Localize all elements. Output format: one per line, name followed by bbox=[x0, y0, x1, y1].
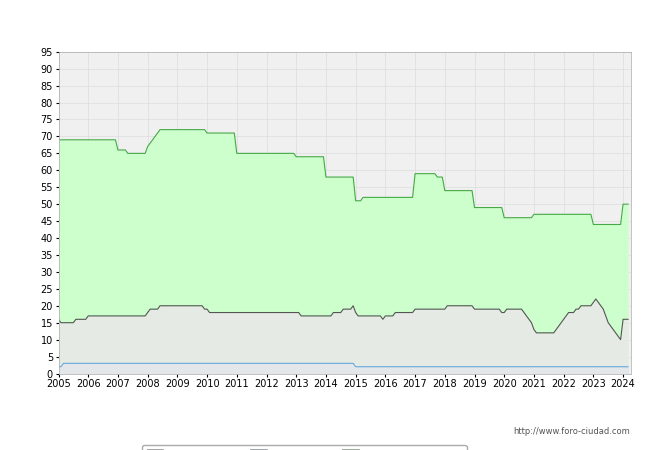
Text: http://www.foro-ciudad.com: http://www.foro-ciudad.com bbox=[514, 428, 630, 436]
Legend: Ocupados, Parados, Hab. entre 16-64: Ocupados, Parados, Hab. entre 16-64 bbox=[142, 445, 467, 450]
Text: Yélamos de Arriba - Evolucion de la poblacion en edad de Trabajar Agosto de 2024: Yélamos de Arriba - Evolucion de la pobl… bbox=[50, 17, 600, 30]
